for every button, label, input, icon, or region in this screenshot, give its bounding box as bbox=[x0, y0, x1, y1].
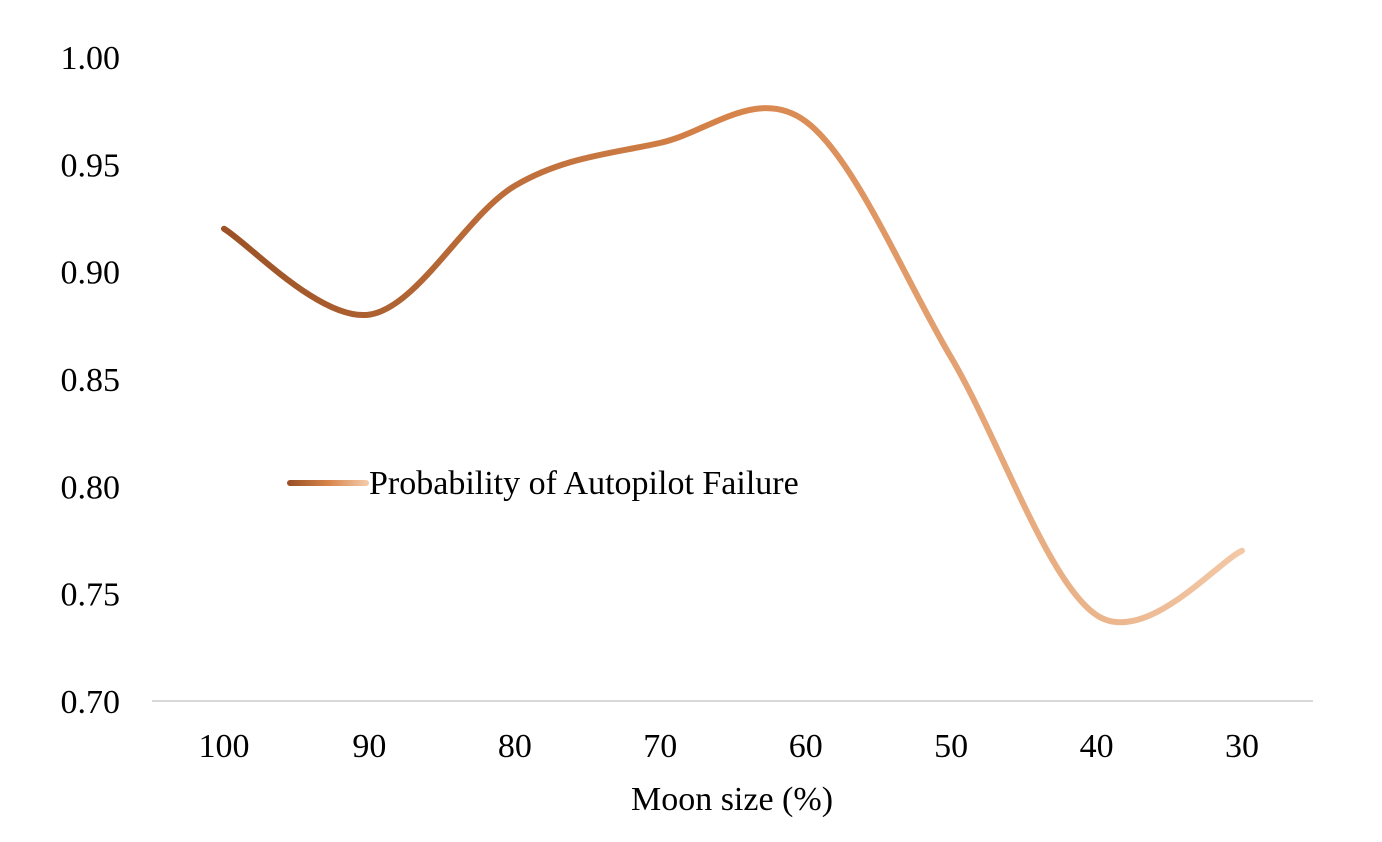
x-tick-label: 80 bbox=[498, 728, 532, 765]
x-axis-title: Moon size (%) bbox=[631, 781, 833, 818]
y-tick-label: 0.75 bbox=[61, 577, 121, 614]
y-tick-label: 0.90 bbox=[61, 255, 121, 292]
x-tick-label: 60 bbox=[789, 728, 823, 765]
x-tick-label: 70 bbox=[643, 728, 677, 765]
y-axis-tick-labels: 0.70 0.75 0.80 0.85 0.90 0.95 1.00 bbox=[61, 40, 121, 721]
y-tick-label: 1.00 bbox=[61, 40, 121, 77]
x-tick-label: 90 bbox=[352, 728, 386, 765]
x-tick-label: 40 bbox=[1080, 728, 1114, 765]
y-tick-label: 0.85 bbox=[61, 362, 121, 399]
y-tick-label: 0.95 bbox=[61, 147, 121, 184]
legend: Probability of Autopilot Failure bbox=[287, 465, 799, 502]
series-line bbox=[221, 105, 1245, 626]
y-tick-label: 0.70 bbox=[61, 684, 121, 721]
x-tick-label: 50 bbox=[934, 728, 968, 765]
y-tick-label: 0.80 bbox=[61, 469, 121, 506]
x-axis-tick-labels: 100 90 80 70 60 50 40 30 bbox=[199, 728, 1260, 765]
legend-label: Probability of Autopilot Failure bbox=[369, 465, 799, 502]
x-tick-label: 30 bbox=[1225, 728, 1259, 765]
x-tick-label: 100 bbox=[199, 728, 250, 765]
